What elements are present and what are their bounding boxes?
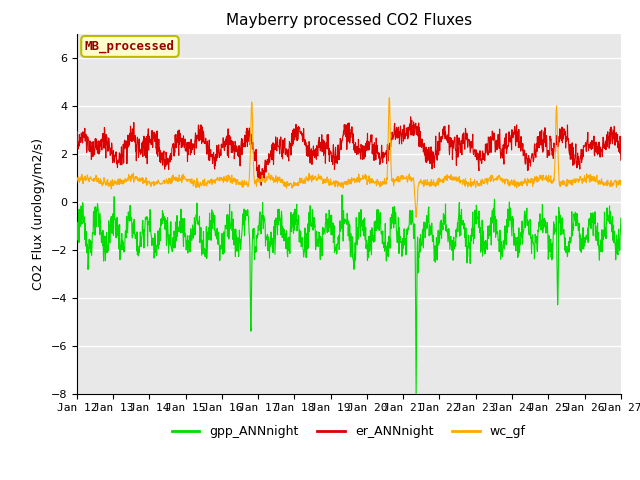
Text: MB_processed: MB_processed (85, 40, 175, 53)
Y-axis label: CO2 Flux (urology/m2/s): CO2 Flux (urology/m2/s) (32, 138, 45, 289)
Title: Mayberry processed CO2 Fluxes: Mayberry processed CO2 Fluxes (226, 13, 472, 28)
Legend: gpp_ANNnight, er_ANNnight, wc_gf: gpp_ANNnight, er_ANNnight, wc_gf (167, 420, 531, 443)
